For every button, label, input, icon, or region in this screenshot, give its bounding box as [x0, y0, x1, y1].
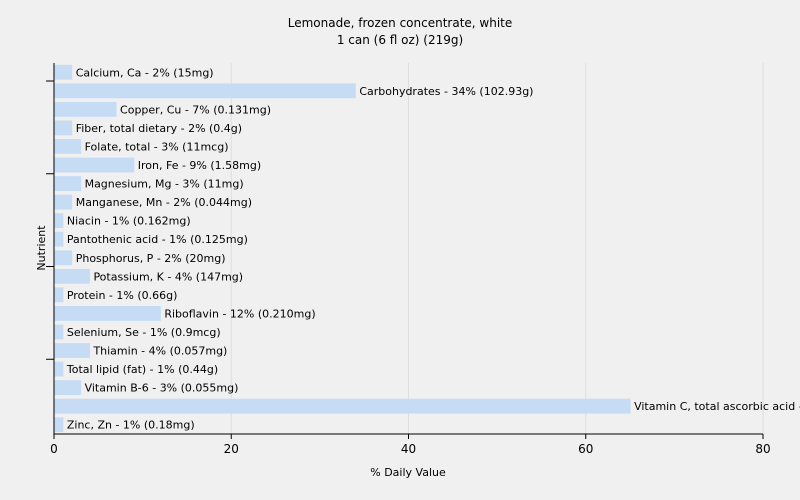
bar-label: Magnesium, Mg - 3% (11mg) [85, 178, 244, 191]
bar [54, 306, 161, 321]
bar-label: Pantothenic acid - 1% (0.125mg) [67, 233, 248, 246]
bar [54, 176, 82, 191]
bar-label: Copper, Cu - 7% (0.131mg) [120, 103, 271, 116]
bar [54, 343, 90, 358]
bar-label: Fiber, total dietary - 2% (0.4g) [76, 122, 242, 135]
grid [230, 63, 764, 434]
bar-label: Iron, Fe - 9% (1.58mg) [138, 159, 261, 172]
bar-label: Vitamin C, total ascorbic acid - 65% (38… [634, 400, 800, 413]
x-tick-label: 40 [401, 442, 416, 456]
x-tick-label: 60 [578, 442, 593, 456]
bar-label: Folate, total - 3% (11mcg) [85, 140, 229, 153]
bar-label: Potassium, K - 4% (147mg) [93, 270, 243, 283]
x-tick-label: 20 [224, 442, 239, 456]
bar-label: Selenium, Se - 1% (0.9mcg) [67, 326, 221, 339]
bar [54, 250, 73, 266]
x-tick-label: 80 [755, 442, 770, 456]
bar [54, 268, 90, 284]
bar-label: Carbohydrates - 34% (102.93g) [359, 85, 533, 98]
bars: Calcium, Ca - 2% (15mg) Carbohydrates - 3… [54, 64, 800, 433]
bar [54, 398, 631, 414]
bar [54, 157, 135, 173]
bar [54, 213, 64, 229]
bar-label: Total lipid (fat) - 1% (0.44g) [66, 363, 218, 376]
bar-label: Manganese, Mn - 2% (0.044mg) [76, 196, 252, 209]
bar-label: Thiamin - 4% (0.057mg) [92, 345, 227, 358]
bar [54, 417, 64, 433]
bar [54, 361, 64, 377]
bar [54, 380, 82, 396]
bar-label: Niacin - 1% (0.162mg) [67, 215, 191, 228]
bar-label: Zinc, Zn - 1% (0.18mg) [67, 419, 195, 432]
bar [54, 287, 64, 303]
bar-label: Riboflavin - 12% (0.210mg) [164, 307, 315, 320]
bar [54, 120, 73, 136]
bar-label: Phosphorus, P - 2% (20mg) [76, 252, 226, 265]
bar-label: Calcium, Ca - 2% (15mg) [76, 66, 214, 79]
bar [54, 139, 82, 154]
bar [54, 64, 73, 80]
x-axis-title: % Daily Value [370, 466, 446, 479]
bar [54, 101, 117, 117]
bar-label: Vitamin B-6 - 3% (0.055mg) [85, 382, 239, 395]
bar [54, 83, 356, 99]
axes: 0 20 40 60 80 [46, 63, 771, 456]
bar-label: Protein - 1% (0.66g) [67, 289, 178, 302]
bar [54, 231, 64, 247]
bar [54, 194, 73, 210]
bar [54, 324, 64, 340]
chart-title: Lemonade, frozen concentrate, white [288, 16, 513, 30]
chart-subtitle: 1 can (6 fl oz) (219g) [337, 33, 463, 47]
x-tick-label: 0 [50, 442, 58, 456]
y-axis-title: Nutrient [35, 225, 48, 271]
